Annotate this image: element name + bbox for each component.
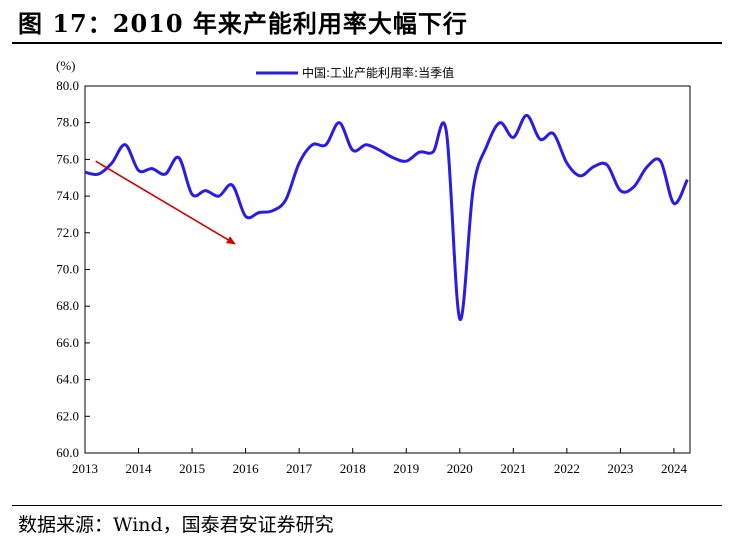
plot-area: [84, 85, 691, 454]
y-tick-label: 60.0: [56, 445, 79, 460]
y-tick-label: 78.0: [56, 115, 79, 130]
y-tick-label: 76.0: [56, 151, 79, 166]
source-rule: [12, 505, 722, 506]
y-tick-label: 62.0: [56, 408, 79, 423]
y-tick-label: 74.0: [56, 188, 79, 203]
legend: 中国:工业产能利用率:当季值: [256, 65, 454, 80]
trend-arrow: [95, 160, 236, 245]
y-axis: 80.0 78.0 76.0 74.0 72.0 70.0 68.0 66.0 64.0 62.0…: [56, 78, 90, 460]
x-tick-label: 2019: [393, 461, 419, 476]
x-tick-label: 2018: [340, 461, 366, 476]
x-tick-label: 2017: [286, 461, 313, 476]
source-note: 数据来源：Wind，国泰君安证券研究: [18, 514, 334, 536]
x-tick-label: 2014: [126, 461, 153, 476]
title-rule: [12, 42, 722, 44]
y-tick-label: 66.0: [56, 335, 79, 350]
x-tick-label: 2016: [233, 461, 260, 476]
x-axis: 2013 2014 2015 2016 2017 2018 2019 2020 2021 2022…: [72, 448, 687, 476]
x-tick-label: 2023: [607, 461, 633, 476]
y-tick-label: 64.0: [56, 372, 79, 387]
x-tick-label: 2024: [661, 461, 688, 476]
y-tick-label: 80.0: [56, 78, 79, 93]
line-chart: (%) 80.0 78.0 76.0 74.0 72.0 70.0 68.0 66.0 64.0…: [56, 58, 691, 476]
y-tick-label: 72.0: [56, 225, 79, 240]
x-tick-label: 2013: [72, 461, 98, 476]
x-tick-label: 2021: [500, 461, 526, 476]
x-tick-label: 2022: [554, 461, 580, 476]
series-layer: [84, 113, 689, 321]
annotation-layer: [95, 160, 236, 245]
y-tick-label: 68.0: [56, 298, 79, 313]
x-tick-label: 2020: [447, 461, 473, 476]
figure-title: 图 17：2010 年来产能利用率大幅下行: [18, 9, 468, 38]
y-axis-unit: (%): [56, 58, 76, 73]
y-tick-label: 70.0: [56, 262, 79, 277]
x-tick-label: 2015: [179, 461, 205, 476]
legend-label: 中国:工业产能利用率:当季值: [302, 65, 454, 80]
series-line: [84, 113, 689, 321]
